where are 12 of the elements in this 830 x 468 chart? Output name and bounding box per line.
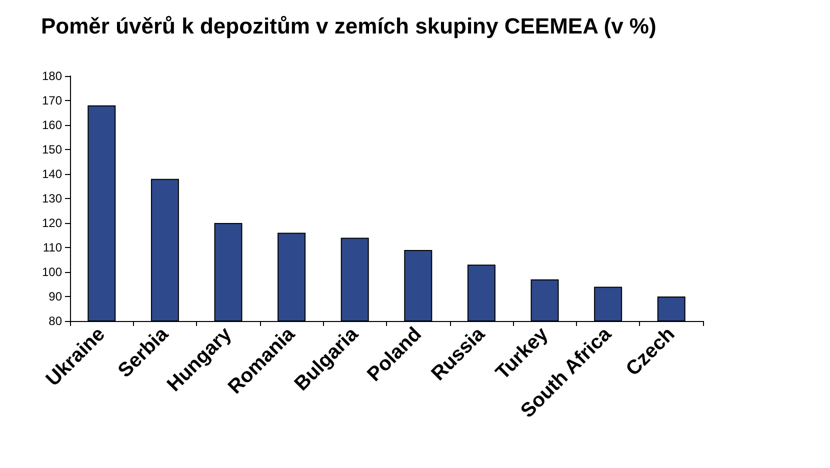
y-tick-label: 160	[42, 118, 62, 132]
y-tick-label: 90	[48, 290, 62, 304]
y-tick-label: 130	[42, 192, 62, 206]
y-tick-label: 100	[42, 265, 62, 279]
y-tick-label: 110	[42, 240, 62, 254]
y-tick-label: 180	[42, 69, 62, 83]
y-tick-label: 170	[42, 94, 62, 108]
chart-title: Poměr úvěrů k depozitům v zemích skupiny CEEMEA (v %)	[41, 14, 656, 38]
y-tick-label: 80	[48, 314, 62, 328]
y-tick-label: 150	[42, 142, 62, 156]
y-tick-label: 140	[42, 167, 62, 181]
y-tick-label: 120	[42, 216, 62, 230]
